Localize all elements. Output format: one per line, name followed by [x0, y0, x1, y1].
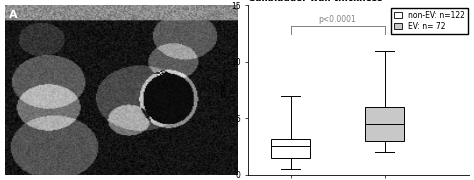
PathPatch shape [271, 138, 310, 158]
Text: A: A [9, 10, 18, 21]
PathPatch shape [365, 107, 404, 141]
Text: B: B [209, 0, 217, 2]
Legend: non-EV: n=122, EV: n= 72: non-EV: n=122, EV: n= 72 [391, 8, 468, 34]
Text: Gallbladder wall thickness: Gallbladder wall thickness [248, 0, 383, 3]
Y-axis label: mm: mm [219, 83, 228, 97]
Text: p<0.0001: p<0.0001 [319, 15, 356, 24]
